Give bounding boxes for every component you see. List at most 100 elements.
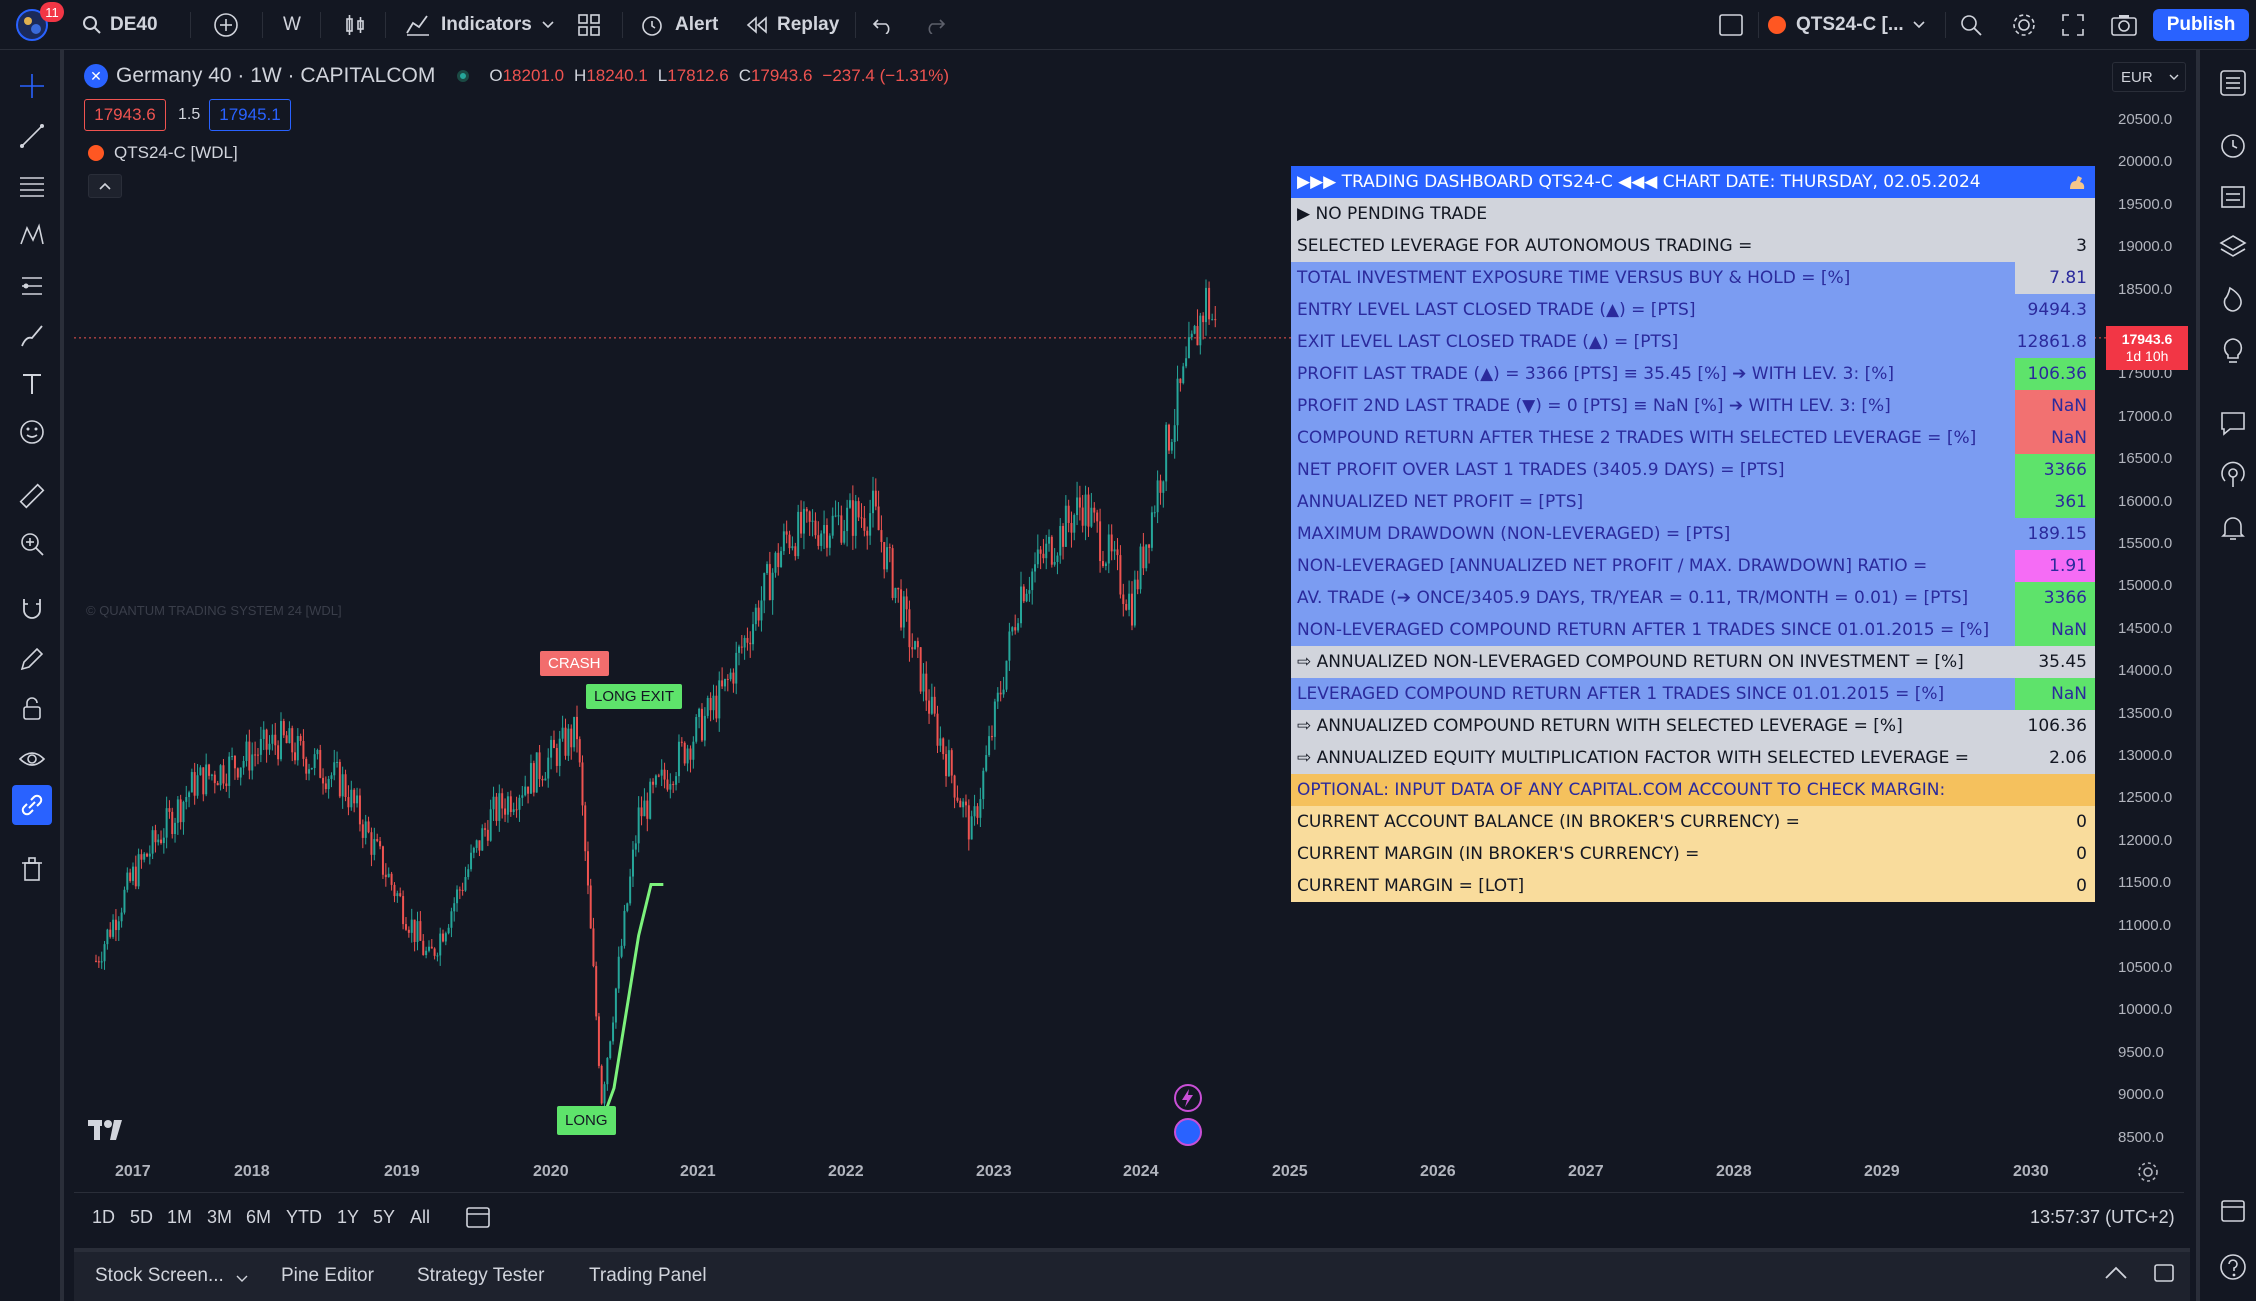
tab-strategy-tester[interactable]: Strategy Tester xyxy=(417,1265,545,1286)
remove-drawings-tool[interactable] xyxy=(16,853,48,885)
dashboard-header: ▶▶▶ TRADING DASHBOARD QTS24-C ◀◀◀ CHART … xyxy=(1291,166,2095,198)
hide-tool[interactable] xyxy=(16,743,48,775)
alert-button[interactable]: Alert xyxy=(639,0,718,50)
compare-button[interactable] xyxy=(213,0,239,50)
candle-body xyxy=(439,933,442,956)
help-button[interactable] xyxy=(2216,1250,2250,1284)
forecast-tool[interactable] xyxy=(16,270,48,302)
currency-selector[interactable]: EUR xyxy=(2112,62,2186,92)
tab-stock-screener[interactable]: Stock Screen... xyxy=(95,1265,224,1286)
sell-price-button[interactable]: 17943.6 xyxy=(84,99,166,131)
interval-button[interactable]: W xyxy=(283,14,301,35)
stay-drawing-tool[interactable] xyxy=(16,643,48,675)
snapshot-button[interactable] xyxy=(2110,0,2138,50)
calendar-button[interactable] xyxy=(2216,1193,2250,1227)
chats-button[interactable] xyxy=(2216,406,2250,440)
logo-avatar[interactable] xyxy=(14,0,50,50)
streams-button[interactable] xyxy=(2216,458,2250,492)
range-button-1y[interactable]: 1Y xyxy=(337,1207,360,1227)
layouts-button[interactable] xyxy=(577,0,601,50)
object-tree-button[interactable] xyxy=(2216,180,2250,214)
brush-tool[interactable] xyxy=(16,320,48,352)
range-button-3m[interactable]: 3M xyxy=(207,1207,233,1227)
undo-button[interactable] xyxy=(872,0,894,50)
candle-body xyxy=(157,839,160,843)
dashboard-row-label: CURRENT MARGIN (IN BROKER'S CURRENCY) = xyxy=(1297,844,1700,864)
hotlists-button[interactable] xyxy=(2216,282,2250,316)
candle-body xyxy=(310,768,313,770)
tradingview-logo[interactable] xyxy=(88,1118,132,1147)
indicator-legend[interactable]: QTS24-C [WDL] xyxy=(88,143,238,163)
axis-settings-button[interactable] xyxy=(2136,1160,2160,1189)
range-button-ytd[interactable]: YTD xyxy=(286,1207,322,1227)
range-button-5d[interactable]: 5D xyxy=(130,1207,154,1227)
range-button-6m[interactable]: 6M xyxy=(246,1207,272,1227)
lock-tool[interactable] xyxy=(16,693,48,725)
tab-pine-editor[interactable]: Pine Editor xyxy=(281,1265,374,1286)
dashboard-row-label: ANNUALIZED NET PROFIT = [PTS] xyxy=(1297,492,1584,512)
candle-body xyxy=(399,893,402,897)
range-button-5y[interactable]: 5Y xyxy=(373,1207,396,1227)
candle-body xyxy=(296,736,299,761)
go-to-date-button[interactable] xyxy=(464,1204,492,1235)
data-window-button[interactable] xyxy=(2216,230,2250,264)
time-tick-label: 2022 xyxy=(828,1163,864,1180)
expand-panel-button[interactable] xyxy=(2104,1264,2128,1285)
collapse-legend-button[interactable] xyxy=(88,174,122,198)
crosshair-tool[interactable] xyxy=(16,70,48,102)
time-tick-label: 2028 xyxy=(1716,1163,1752,1180)
buy-price-button[interactable]: 17945.1 xyxy=(209,99,291,131)
replay-button[interactable]: Replay xyxy=(745,0,839,50)
dashboard-row: ⇨ ANNUALIZED COMPOUND RETURN WITH SELECT… xyxy=(1291,710,2095,742)
ideas-button[interactable] xyxy=(2216,334,2250,368)
candle-body xyxy=(1031,571,1034,591)
range-button-1m[interactable]: 1M xyxy=(167,1207,193,1227)
emoji-tool[interactable] xyxy=(16,416,48,448)
maximize-panel-button[interactable] xyxy=(2152,1262,2176,1289)
redo-button[interactable] xyxy=(924,0,946,50)
candle-body xyxy=(666,779,669,790)
zoom-tool[interactable] xyxy=(16,528,48,560)
candle-body xyxy=(1179,378,1182,384)
chart-type-button[interactable] xyxy=(343,0,367,50)
candle-body xyxy=(251,754,254,771)
magnet-tool[interactable] xyxy=(16,593,48,625)
measure-tool[interactable] xyxy=(16,480,48,512)
symbol-legend[interactable]: ✕ Germany 40 · 1W · CAPITALCOM O 18201.0 … xyxy=(84,64,949,88)
candle-body xyxy=(333,762,336,776)
price-chart[interactable] xyxy=(74,54,2184,1188)
events-lightning-icon[interactable] xyxy=(1174,1084,1202,1112)
quick-search-button[interactable] xyxy=(1958,0,1984,50)
stock-screener-dropdown[interactable] xyxy=(236,1270,248,1288)
trend-line-tool[interactable] xyxy=(16,120,48,152)
select-layout-button[interactable] xyxy=(1718,0,1744,50)
price-tick-label: 14500.0 xyxy=(2118,619,2173,637)
clock-timezone[interactable]: 13:57:37 (UTC+2) xyxy=(2030,1207,2175,1227)
range-button-1d[interactable]: 1D xyxy=(92,1207,116,1227)
market-status-icon[interactable] xyxy=(457,70,470,82)
settings-button[interactable] xyxy=(2011,0,2037,50)
indicators-dropdown[interactable] xyxy=(541,0,555,50)
publish-button[interactable]: Publish xyxy=(2153,9,2249,41)
price-tick-label: 12500.0 xyxy=(2118,789,2173,807)
candle-body xyxy=(1133,579,1136,626)
notifications-button[interactable] xyxy=(2216,510,2250,544)
sync-drawings-tool[interactable] xyxy=(12,785,52,825)
text-tool[interactable] xyxy=(16,368,48,400)
alerts-button[interactable] xyxy=(2216,128,2250,162)
tab-trading-panel[interactable]: Trading Panel xyxy=(589,1265,707,1286)
dashboard-row: COMPOUND RETURN AFTER THESE 2 TRADES WIT… xyxy=(1291,422,2095,454)
candle-body xyxy=(1002,689,1005,695)
watchlist-button[interactable] xyxy=(2216,66,2250,100)
strategy-selector[interactable]: QTS24-C [... xyxy=(1768,0,1904,50)
fullscreen-button[interactable] xyxy=(2061,0,2085,50)
range-button-all[interactable]: All xyxy=(410,1207,431,1227)
symbol-search[interactable]: DE40 xyxy=(82,0,158,50)
fib-tool[interactable] xyxy=(16,170,48,202)
candle-body xyxy=(367,821,370,833)
candle-body xyxy=(928,700,931,714)
strategy-dropdown[interactable] xyxy=(1912,0,1926,50)
pattern-tool[interactable] xyxy=(16,220,48,252)
indicators-button[interactable]: Indicators xyxy=(405,0,532,50)
events-dividend-icon[interactable] xyxy=(1174,1118,1202,1146)
